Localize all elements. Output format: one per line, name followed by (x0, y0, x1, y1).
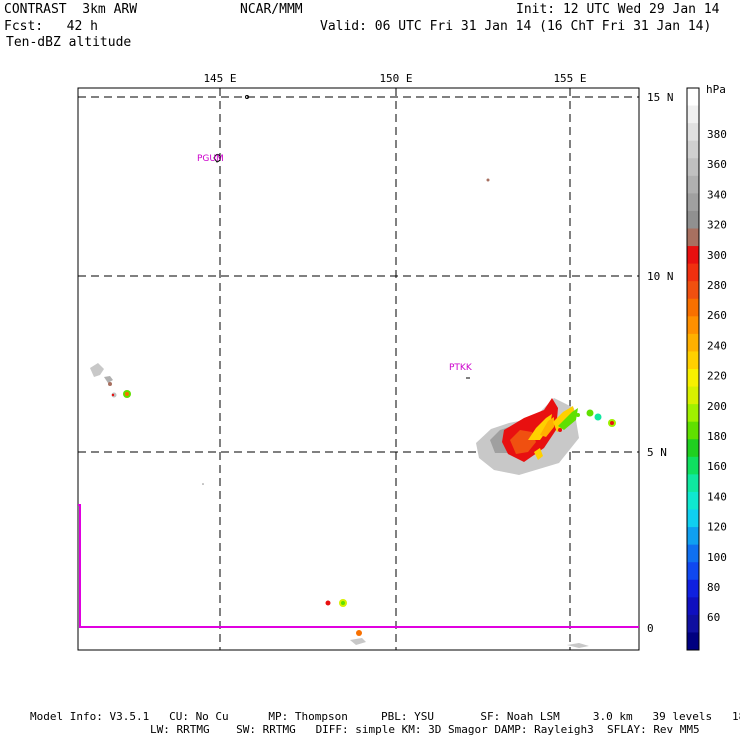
guam-outline (213, 153, 222, 163)
forecast-hour: Fcst: 42 h (4, 19, 98, 34)
colorbar-swatch (687, 456, 699, 475)
colorbar-swatch (687, 579, 699, 598)
colorbar-swatch (687, 562, 699, 581)
colorbar-tick-label: 240 (707, 339, 727, 352)
colorbar-swatch (687, 614, 699, 633)
field-name: Ten-dBZ altitude (6, 35, 132, 50)
colorbar-tick-label: 80 (707, 581, 720, 594)
colorbar-units: hPa (706, 83, 726, 96)
echo-cluster-south (325, 599, 589, 648)
init-time: Init: 12 UTC Wed 29 Jan 14 (516, 2, 720, 17)
map-frame (77, 87, 640, 651)
colorbar-swatch (687, 210, 699, 229)
colorbar-tick-label: 180 (707, 430, 727, 443)
lat-label-5n: 5 N (647, 446, 667, 459)
colorbar-swatch (687, 369, 699, 388)
colorbar-swatch (687, 298, 699, 317)
colorbar-tick-label: 60 (707, 611, 720, 624)
domain-boundary (78, 504, 639, 628)
colorbar-swatch (687, 123, 699, 142)
colorbar-labels: 380 360 340 320 300 280 260 240 220 200 180 160 140 1… (707, 128, 727, 624)
colorbar-tick-label: 120 (707, 521, 727, 534)
colorbar-tick-label: 100 (707, 551, 727, 564)
colorbar-swatch (687, 140, 699, 159)
model-info-line1: Model Info: V3.5.1 CU: No Cu MP: Thompso… (30, 710, 740, 723)
colorbar-swatch (687, 246, 699, 265)
colorbar-swatch (687, 474, 699, 493)
speck (202, 483, 204, 485)
colorbar-swatch (687, 228, 699, 247)
colorbar-swatch (687, 193, 699, 212)
colorbar-swatch (687, 632, 699, 651)
colorbar-swatch (687, 263, 699, 282)
colorbar-swatch (687, 404, 699, 423)
valid-time: Valid: 06 UTC Fri 31 Jan 14 (16 ChT Fri … (320, 19, 712, 34)
colorbar-tick-label: 300 (707, 249, 727, 262)
center-name: NCAR/MMM (240, 2, 303, 17)
lon-label-145e: 145 E (203, 72, 236, 85)
colorbar-tick-label: 320 (707, 219, 727, 232)
colorbar-swatch (687, 105, 699, 124)
colorbar-swatch (687, 158, 699, 177)
colorbar-swatch (687, 386, 699, 405)
colorbar-tick-label: 380 (707, 128, 727, 141)
echo-cluster-west (90, 363, 131, 398)
colorbar-tick-label: 220 (707, 370, 727, 383)
lon-label-155e: 155 E (553, 72, 586, 85)
colorbar-tick-label: 200 (707, 400, 727, 413)
colorbar-tick-label: 160 (707, 460, 727, 473)
lat-label-15n: 15 N (647, 91, 674, 104)
colorbar-swatch (687, 491, 699, 510)
colorbar-swatch (687, 333, 699, 352)
lat-label-10n: 10 N (647, 270, 674, 283)
lon-label-150e: 150 E (379, 72, 412, 85)
colorbar-swatch (687, 597, 699, 616)
colorbar-swatch (687, 527, 699, 546)
colorbar-frame (686, 87, 700, 651)
colorbar-tick-label: 280 (707, 279, 727, 292)
echo-cluster-storm (476, 398, 616, 475)
colorbar-tick-label: 360 (707, 158, 727, 171)
station-label-ptkk: PTKK (449, 363, 473, 373)
lat-label-0: 0 (647, 622, 654, 635)
model-info-line2: LW: RRTMG SW: RRTMG DIFF: simple KM: 3D … (150, 723, 700, 736)
station-label-pgum: PGUM (197, 154, 224, 164)
colorbar-swatch (687, 281, 699, 300)
colorbar-swatch (687, 316, 699, 335)
colorbar-swatch (687, 351, 699, 370)
colorbar (686, 87, 700, 651)
colorbar-swatch (687, 421, 699, 440)
colorbar-swatch (687, 544, 699, 563)
colorbar-swatch (687, 509, 699, 528)
product-title: CONTRAST 3km ARW (4, 2, 138, 17)
colorbar-swatch (687, 88, 699, 107)
lat-lon-grid (78, 88, 639, 650)
island-outline (245, 95, 249, 99)
colorbar-swatch (687, 175, 699, 194)
colorbar-swatch (687, 439, 699, 458)
island-echo (486, 178, 490, 182)
colorbar-tick-label: 140 (707, 490, 727, 503)
colorbar-tick-label: 260 (707, 309, 727, 322)
colorbar-tick-label: 340 (707, 188, 727, 201)
